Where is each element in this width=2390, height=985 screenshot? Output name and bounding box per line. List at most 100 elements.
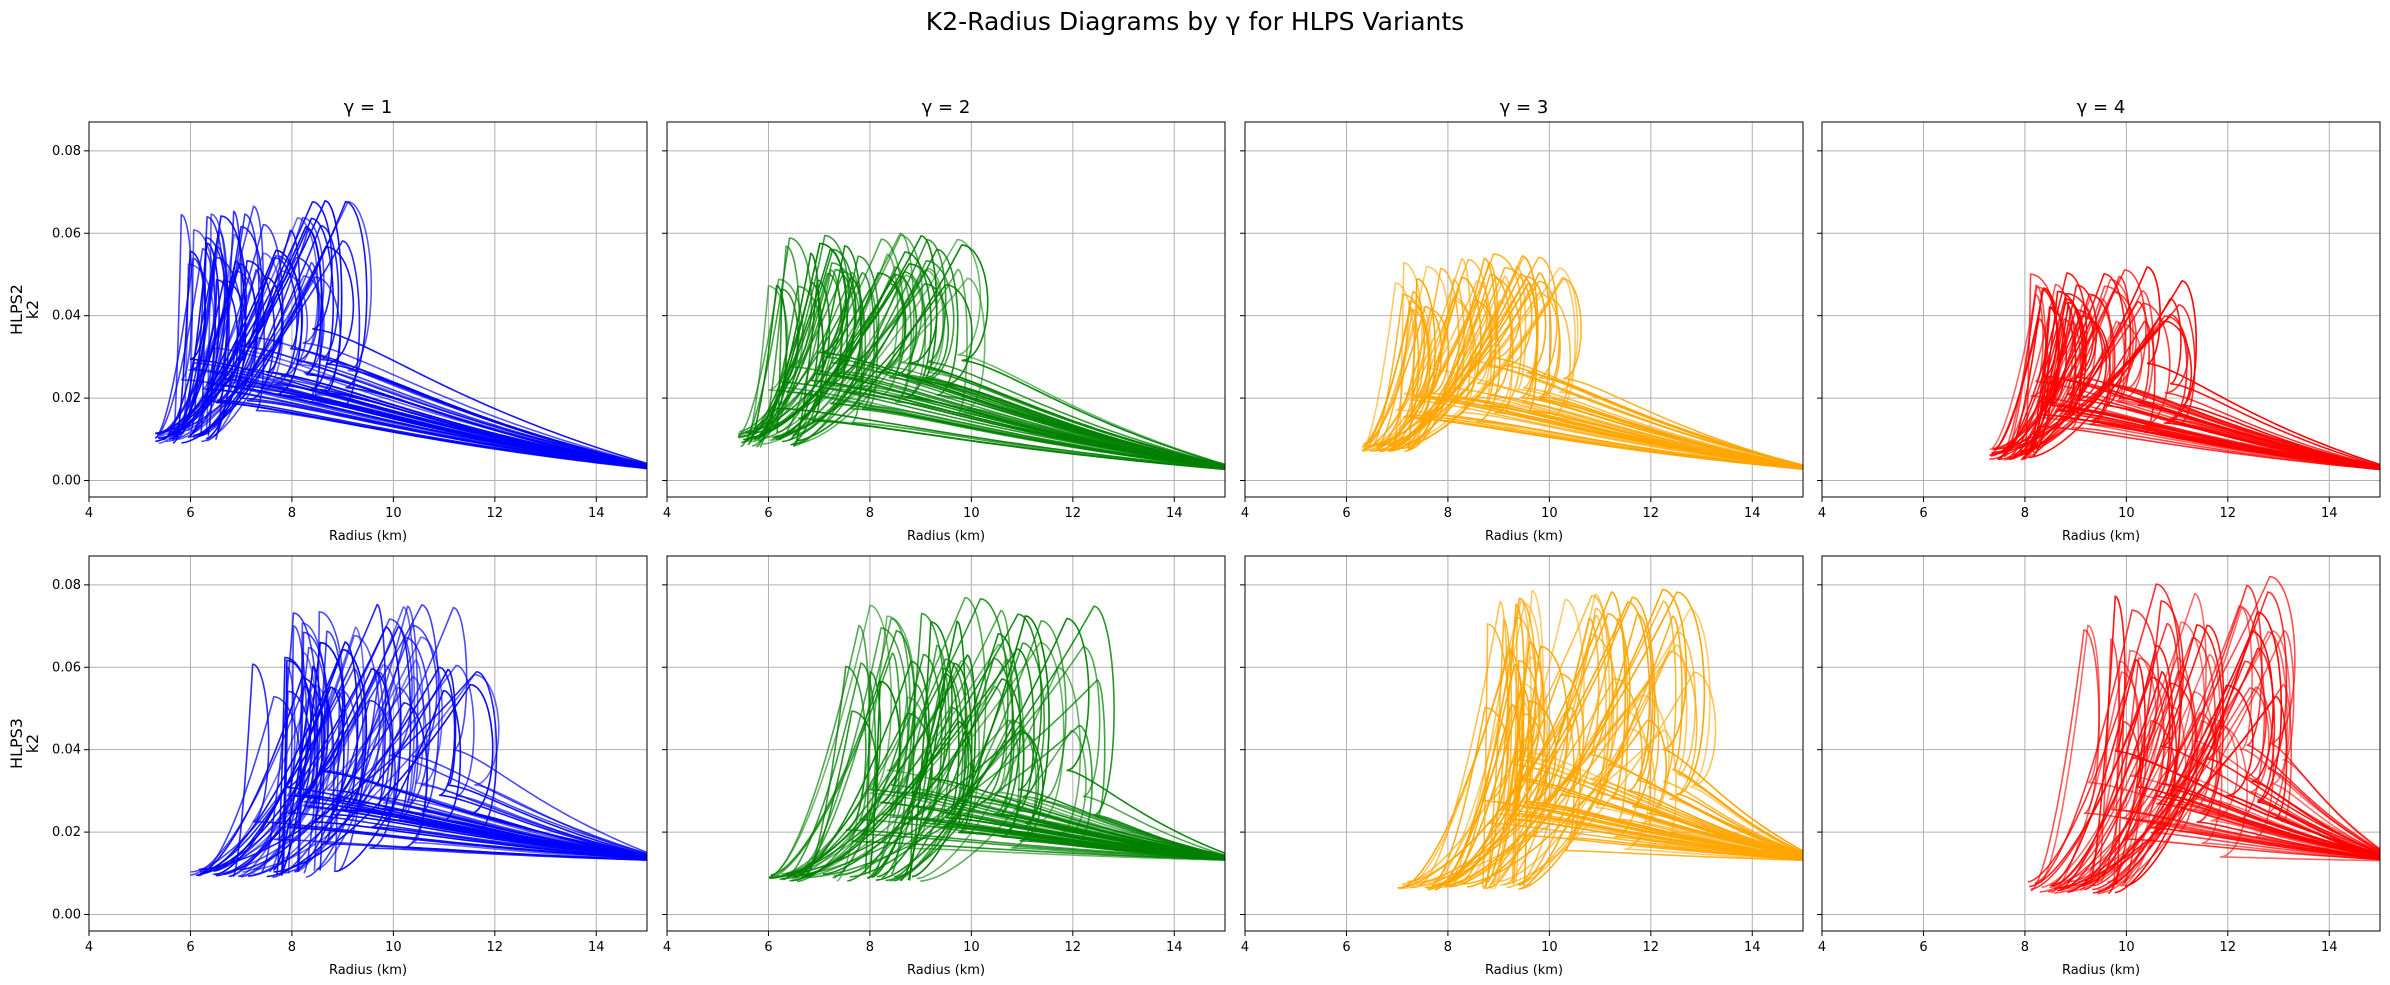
series-line (2027, 583, 2380, 883)
series-line (1991, 300, 2380, 469)
series-line (1438, 694, 1803, 889)
y-tick-label: 0.04 (52, 743, 81, 758)
panel-r2-c3: 4 6 8 10 12 14 Radius (km) (1240, 555, 1804, 978)
series-line (190, 216, 647, 469)
x-tick-label: 10 (963, 506, 980, 521)
panel-title: γ = 4 (2077, 97, 2126, 118)
x-tick-label: 14 (1744, 506, 1761, 521)
series-line (920, 730, 1225, 882)
x-tick-label: 4 (85, 506, 93, 521)
panel-r1-c1: 4 6 8 10 12 14 0.00 0.02 0.04 0.06 0.08 Radius (km)… (7, 97, 648, 544)
panel-r2-c4: 4 6 8 10 12 14 Radius (km) (1817, 555, 2381, 978)
x-tick-label: 4 (663, 506, 671, 521)
x-tick-label: 6 (186, 940, 194, 955)
series-line (807, 724, 1225, 879)
series-line (776, 238, 1225, 466)
x-tick-label: 8 (866, 506, 874, 521)
series-line (154, 201, 647, 465)
series-group (154, 199, 647, 470)
series-line (849, 605, 1225, 878)
y-tick-label: 0.04 (52, 309, 81, 324)
series-line (1993, 294, 2380, 470)
series-line (778, 274, 1225, 469)
y-tick-label: 0.06 (52, 660, 81, 675)
series-line (2047, 637, 2380, 893)
x-tick-label: 8 (288, 506, 296, 521)
series-group (2027, 575, 2380, 895)
series-line (213, 686, 647, 872)
x-tick-label: 10 (2118, 940, 2135, 955)
axes-frame (88, 121, 648, 498)
series-line (792, 238, 1225, 467)
panel-r2-c2: 4 6 8 10 12 14 Radius (km) (662, 555, 1226, 978)
series-line (2067, 624, 2380, 894)
series-line (2028, 297, 2380, 467)
x-tick-label: 6 (1342, 940, 1350, 955)
series-line (273, 683, 647, 873)
x-tick-label: 8 (1444, 940, 1452, 955)
series-line (155, 217, 647, 467)
x-tick-label: 14 (1166, 506, 1183, 521)
series-line (1414, 729, 1803, 884)
series-line (1403, 644, 1803, 887)
series-line (753, 268, 1225, 468)
series-line (287, 624, 647, 874)
y-tick-label: 0.02 (52, 825, 81, 840)
axes-frame (1821, 121, 2381, 498)
series-line (1506, 650, 1803, 889)
series-line (253, 673, 647, 871)
x-axis-label: Radius (km) (1485, 529, 1563, 544)
series-line (843, 658, 1225, 876)
x-tick-label: 4 (1241, 940, 1249, 955)
x-tick-label: 6 (764, 506, 772, 521)
series-line (796, 244, 1225, 466)
series-line (2079, 630, 2380, 887)
series-line (190, 685, 647, 876)
row-label: HLPS2 (7, 284, 26, 335)
series-line (782, 662, 1225, 881)
series-line (1375, 267, 1803, 468)
series-line (2092, 584, 2380, 887)
series-line (213, 618, 647, 871)
series-line (1423, 656, 1803, 889)
axes-frame (1244, 555, 1804, 932)
x-tick-label: 14 (1744, 940, 1761, 955)
x-tick-label: 6 (764, 940, 772, 955)
x-tick-label: 12 (1065, 940, 1082, 955)
x-tick-label: 12 (1643, 940, 1660, 955)
series-line (875, 617, 1225, 881)
panel-r1-c3: 4 6 8 10 12 14 Radius (km) γ = 3 (1240, 97, 1804, 544)
series-line (833, 645, 1225, 877)
series-line (204, 675, 647, 871)
series-line (174, 200, 647, 467)
series-line (2082, 670, 2380, 886)
axes-frame (1821, 555, 2381, 932)
x-axis-label: Radius (km) (907, 963, 985, 978)
series-line (1386, 277, 1803, 470)
series-line (198, 670, 647, 871)
x-tick-label: 14 (2321, 506, 2338, 521)
series-line (1991, 304, 2380, 470)
axes-frame (666, 121, 1226, 498)
series-line (334, 689, 647, 873)
series-line (248, 666, 647, 877)
series-line (744, 248, 1225, 468)
x-tick-label: 12 (1643, 506, 1660, 521)
axes-frame (88, 555, 648, 932)
series-line (2092, 591, 2380, 891)
y-tick-label: 0.02 (52, 391, 81, 406)
series-line (1445, 608, 1803, 888)
panel-title: γ = 1 (344, 97, 393, 118)
panel-r1-c4: 4 6 8 10 12 14 Radius (km) γ = 4 (1817, 97, 2381, 544)
series-line (1389, 273, 1803, 469)
x-tick-label: 8 (2021, 940, 2029, 955)
x-tick-label: 10 (2118, 506, 2135, 521)
series-line (2032, 298, 2380, 468)
x-tick-label: 10 (1541, 940, 1558, 955)
panel-r2-c1: 4 6 8 10 12 14 0.00 0.02 0.04 0.06 0.08 Radius (km)… (7, 555, 648, 978)
x-tick-label: 12 (1065, 506, 1082, 521)
x-tick-label: 8 (2021, 506, 2029, 521)
series-line (2013, 293, 2380, 470)
series-line (805, 665, 1225, 877)
